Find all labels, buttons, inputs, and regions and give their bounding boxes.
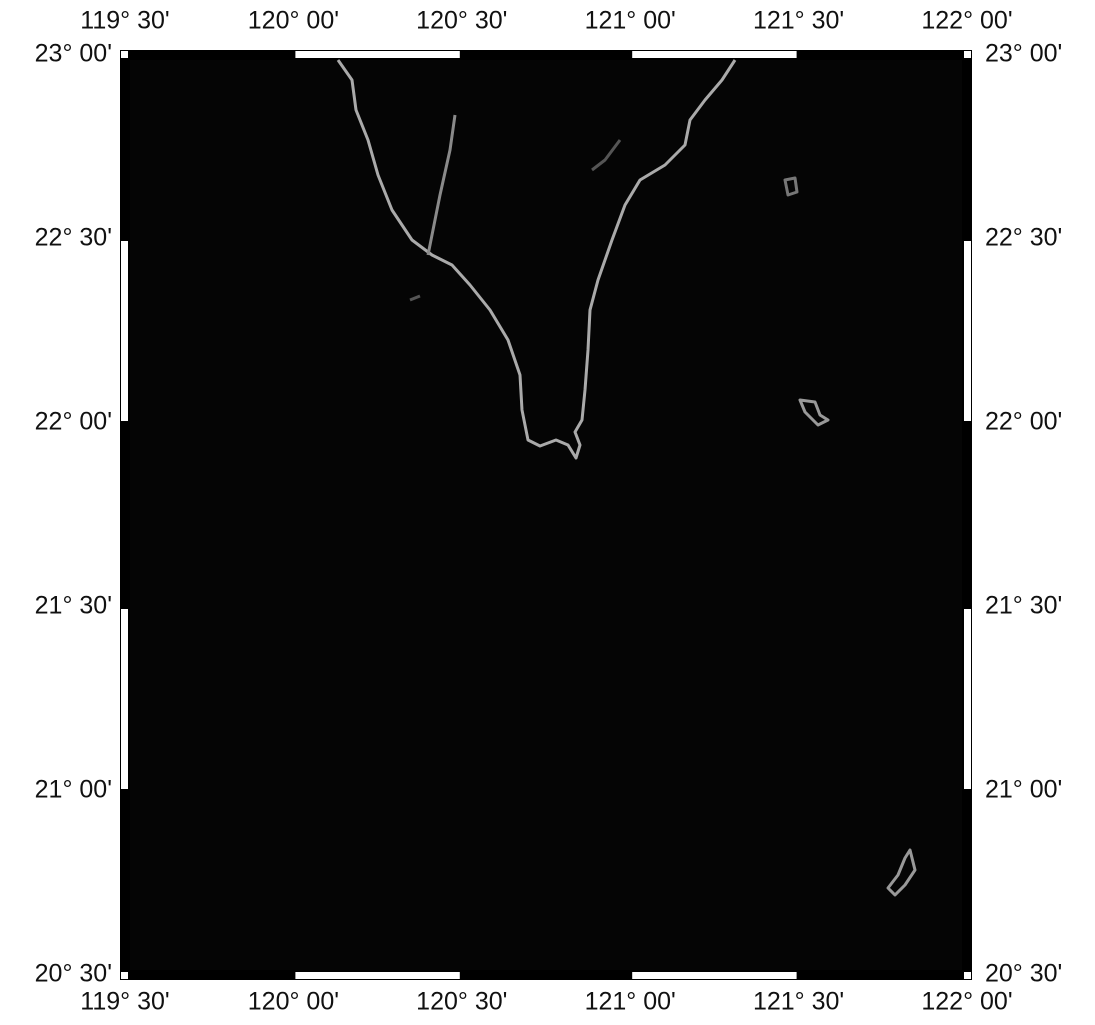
lon-label: 120° 30' bbox=[416, 988, 507, 1016]
lon-label: 120° 00' bbox=[248, 7, 339, 35]
border-segment bbox=[964, 241, 971, 421]
lon-label: 120° 00' bbox=[248, 988, 339, 1016]
border-corner bbox=[964, 972, 971, 979]
lat-label: 23° 00' bbox=[35, 40, 112, 68]
lon-label: 121° 30' bbox=[753, 988, 844, 1016]
border-corner bbox=[121, 972, 128, 979]
border-corner bbox=[964, 51, 971, 58]
lon-label: 121° 00' bbox=[585, 7, 676, 35]
lat-label: 22° 00' bbox=[985, 408, 1062, 436]
lat-label: 20° 30' bbox=[985, 960, 1062, 988]
lat-label: 20° 30' bbox=[35, 960, 112, 988]
border-segment bbox=[121, 241, 128, 421]
lat-label: 21° 30' bbox=[35, 592, 112, 620]
border-segment bbox=[632, 51, 797, 58]
border-corner bbox=[121, 51, 128, 58]
lon-label: 122° 00' bbox=[921, 7, 1012, 35]
map-area bbox=[130, 60, 962, 970]
border-segment bbox=[121, 609, 128, 789]
lat-label: 23° 00' bbox=[985, 40, 1062, 68]
lat-label: 21° 00' bbox=[985, 776, 1062, 804]
lon-label: 122° 00' bbox=[921, 988, 1012, 1016]
border-segment bbox=[632, 972, 797, 979]
lat-label: 21° 00' bbox=[35, 776, 112, 804]
border-segment bbox=[295, 972, 460, 979]
border-segment bbox=[295, 51, 460, 58]
lat-label: 22° 30' bbox=[985, 224, 1062, 252]
lon-label: 119° 30' bbox=[80, 7, 169, 35]
lat-label: 22° 30' bbox=[35, 224, 112, 252]
lon-label: 121° 30' bbox=[753, 7, 844, 35]
lon-label: 121° 00' bbox=[585, 988, 676, 1016]
lon-label: 120° 30' bbox=[416, 7, 507, 35]
lat-label: 21° 30' bbox=[985, 592, 1062, 620]
lat-label: 22° 00' bbox=[35, 408, 112, 436]
coastline bbox=[336, 59, 917, 897]
lon-label: 119° 30' bbox=[80, 988, 169, 1016]
border-segment bbox=[964, 609, 971, 789]
